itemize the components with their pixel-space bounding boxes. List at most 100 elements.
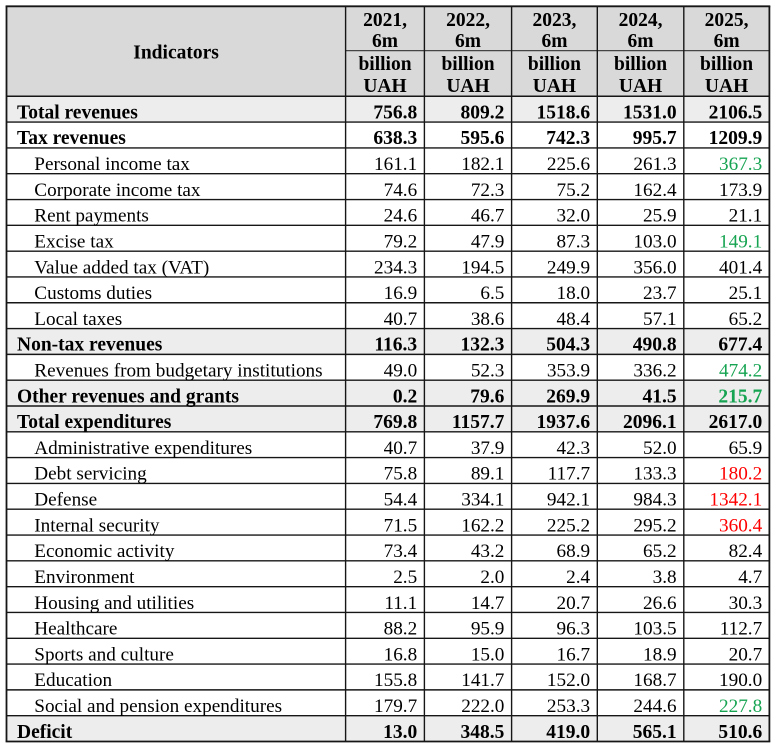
svg-text:42.3: 42.3	[557, 438, 591, 459]
svg-text:72.3: 72.3	[471, 180, 505, 201]
svg-text:360.4: 360.4	[719, 515, 763, 536]
svg-text:UAH: UAH	[446, 76, 489, 97]
svg-text:UAH: UAH	[705, 76, 748, 97]
svg-text:103.5: 103.5	[633, 619, 676, 640]
svg-text:182.1: 182.1	[461, 154, 504, 175]
svg-text:249.9: 249.9	[547, 257, 590, 278]
svg-text:2021,: 2021,	[363, 10, 407, 31]
svg-text:46.7: 46.7	[471, 206, 505, 227]
svg-text:54.4: 54.4	[384, 490, 418, 511]
svg-text:0.2: 0.2	[393, 386, 417, 407]
svg-text:103.0: 103.0	[633, 231, 676, 252]
svg-text:225.2: 225.2	[547, 515, 590, 536]
svg-text:1937.6: 1937.6	[536, 412, 590, 433]
svg-text:2.5: 2.5	[393, 567, 417, 588]
svg-text:Value added tax (VAT): Value added tax (VAT)	[34, 257, 209, 278]
svg-text:149.1: 149.1	[719, 231, 762, 252]
svg-text:6m: 6m	[628, 31, 654, 52]
svg-text:1342.1: 1342.1	[709, 490, 762, 511]
svg-text:152.0: 152.0	[547, 670, 590, 691]
svg-text:Revenues from budgetary instit: Revenues from budgetary institutions	[34, 360, 322, 381]
svg-text:474.2: 474.2	[719, 360, 762, 381]
svg-text:57.1: 57.1	[643, 309, 677, 330]
svg-text:25.1: 25.1	[729, 283, 763, 304]
svg-text:336.2: 336.2	[633, 360, 676, 381]
svg-text:Housing and utilities: Housing and utilities	[34, 593, 194, 614]
svg-text:Environment: Environment	[34, 567, 135, 588]
svg-text:2.0: 2.0	[480, 567, 504, 588]
svg-text:Debt servicing: Debt servicing	[34, 464, 147, 485]
svg-text:677.4: 677.4	[718, 335, 762, 356]
svg-text:162.2: 162.2	[461, 515, 504, 536]
svg-text:3.8: 3.8	[653, 567, 677, 588]
svg-text:20.7: 20.7	[729, 644, 763, 665]
svg-text:162.4: 162.4	[633, 180, 677, 201]
svg-text:Sports and culture: Sports and culture	[34, 644, 174, 665]
svg-text:190.0: 190.0	[719, 670, 762, 691]
svg-text:71.5: 71.5	[384, 515, 418, 536]
svg-text:32.0: 32.0	[557, 206, 591, 227]
svg-text:809.2: 809.2	[461, 102, 505, 123]
svg-text:2025,: 2025,	[705, 10, 749, 31]
svg-text:65.2: 65.2	[729, 309, 763, 330]
svg-text:18.9: 18.9	[643, 644, 677, 665]
svg-text:116.3: 116.3	[374, 335, 417, 356]
svg-text:billion: billion	[528, 54, 581, 75]
svg-text:49.0: 49.0	[384, 360, 418, 381]
svg-text:595.6: 595.6	[461, 128, 505, 149]
svg-text:65.2: 65.2	[643, 541, 677, 562]
svg-text:6m: 6m	[714, 31, 740, 52]
svg-text:194.5: 194.5	[461, 257, 504, 278]
svg-text:155.8: 155.8	[374, 670, 417, 691]
svg-text:1531.0: 1531.0	[623, 102, 677, 123]
svg-text:112.7: 112.7	[720, 619, 763, 640]
svg-text:74.6: 74.6	[384, 180, 418, 201]
svg-text:133.3: 133.3	[633, 464, 676, 485]
svg-text:82.4: 82.4	[729, 541, 763, 562]
svg-text:2023,: 2023,	[533, 10, 577, 31]
svg-text:173.9: 173.9	[719, 180, 762, 201]
svg-text:13.0: 13.0	[383, 722, 417, 743]
svg-text:2.4: 2.4	[566, 567, 590, 588]
svg-text:227.8: 227.8	[719, 696, 762, 717]
svg-text:942.1: 942.1	[547, 490, 590, 511]
svg-text:79.2: 79.2	[384, 231, 418, 252]
svg-text:Total revenues: Total revenues	[17, 102, 138, 123]
svg-text:1157.7: 1157.7	[452, 412, 505, 433]
svg-text:269.9: 269.9	[546, 386, 590, 407]
svg-text:490.8: 490.8	[633, 335, 677, 356]
svg-text:Local taxes: Local taxes	[34, 309, 122, 330]
svg-text:Excise tax: Excise tax	[34, 231, 114, 252]
svg-text:20.7: 20.7	[557, 593, 591, 614]
svg-text:334.1: 334.1	[461, 490, 504, 511]
svg-text:2617.0: 2617.0	[709, 412, 763, 433]
svg-text:30.3: 30.3	[729, 593, 763, 614]
svg-text:1518.6: 1518.6	[536, 102, 590, 123]
svg-text:Corporate income tax: Corporate income tax	[34, 180, 201, 201]
svg-text:Administrative expenditures: Administrative expenditures	[34, 438, 252, 459]
svg-text:6m: 6m	[541, 31, 567, 52]
svg-text:367.3: 367.3	[719, 154, 762, 175]
svg-text:141.7: 141.7	[461, 670, 505, 691]
svg-text:565.1: 565.1	[633, 722, 677, 743]
svg-text:41.5: 41.5	[642, 386, 676, 407]
svg-text:Deficit: Deficit	[17, 722, 73, 743]
svg-text:52.3: 52.3	[471, 360, 505, 381]
svg-text:96.3: 96.3	[557, 619, 591, 640]
svg-text:Indicators: Indicators	[133, 42, 219, 63]
svg-text:215.7: 215.7	[718, 386, 762, 407]
svg-text:16.8: 16.8	[384, 644, 418, 665]
svg-text:769.8: 769.8	[373, 412, 417, 433]
svg-text:117.7: 117.7	[548, 464, 591, 485]
svg-text:38.6: 38.6	[471, 309, 505, 330]
svg-text:Education: Education	[34, 670, 112, 691]
svg-text:356.0: 356.0	[633, 257, 676, 278]
svg-text:179.7: 179.7	[374, 696, 418, 717]
svg-text:6.5: 6.5	[480, 283, 504, 304]
svg-text:UAH: UAH	[363, 76, 406, 97]
svg-text:79.6: 79.6	[470, 386, 504, 407]
svg-text:Economic activity: Economic activity	[34, 541, 175, 562]
svg-text:510.6: 510.6	[718, 722, 762, 743]
svg-text:244.6: 244.6	[633, 696, 677, 717]
svg-text:2106.5: 2106.5	[709, 102, 763, 123]
